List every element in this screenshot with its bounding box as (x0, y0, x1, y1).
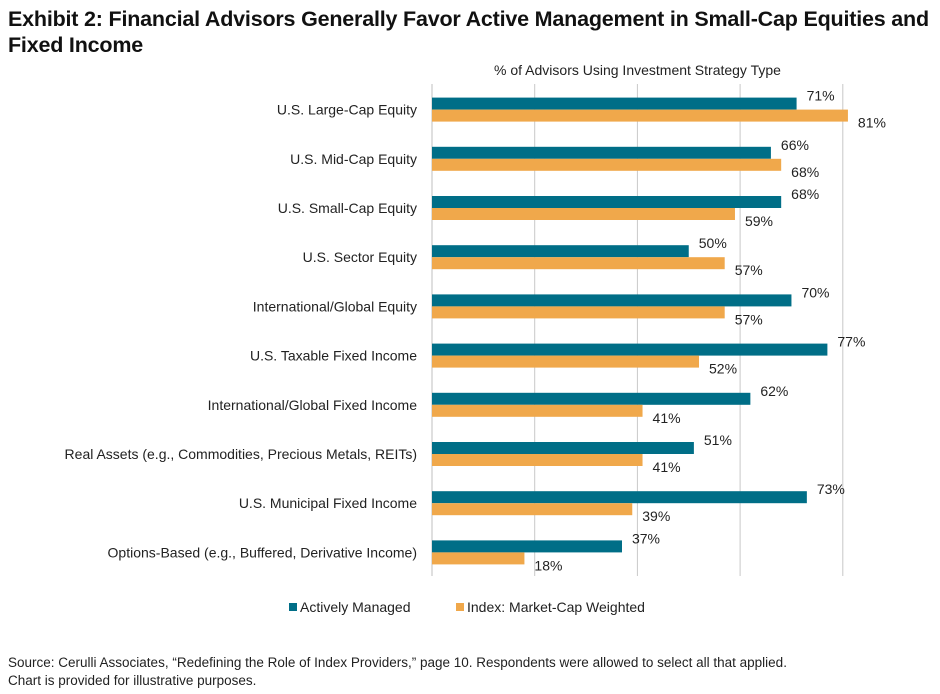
category-label: U.S. Sector Equity (303, 249, 417, 265)
data-label: 68% (791, 164, 819, 180)
data-label: 57% (735, 311, 763, 327)
data-label: 71% (807, 88, 835, 104)
bar-index-market-cap (432, 503, 633, 516)
data-label: 81% (858, 115, 886, 131)
data-label: 73% (817, 481, 845, 497)
bar-actively-managed (432, 343, 828, 356)
category-label: U.S. Municipal Fixed Income (239, 495, 417, 511)
bar-index-market-cap (432, 158, 782, 171)
bar-actively-managed (432, 392, 751, 405)
data-label: 59% (745, 213, 773, 229)
data-label: 77% (837, 334, 865, 350)
data-label: 39% (642, 508, 670, 524)
bar-actively-managed (432, 294, 792, 307)
bar-index-market-cap (432, 257, 725, 270)
bar-index-market-cap (432, 208, 735, 220)
data-label: 50% (699, 235, 727, 251)
category-label: U.S. Large-Cap Equity (277, 102, 417, 118)
category-label: International/Global Equity (253, 298, 417, 314)
source-note: Source: Cerulli Associates, “Redefining … (8, 654, 787, 690)
source-line-1: Source: Cerulli Associates, “Redefining … (8, 655, 787, 670)
data-label: 70% (801, 284, 829, 300)
bar-index-market-cap (432, 454, 643, 466)
category-label: U.S. Mid-Cap Equity (290, 151, 417, 167)
bar-actively-managed (432, 97, 797, 110)
legend-swatch-actively-managed (289, 603, 297, 611)
data-label: 62% (760, 383, 788, 399)
data-label: 68% (791, 186, 819, 202)
legend-label: Actively Managed (300, 599, 411, 615)
legend-swatch-index (456, 603, 464, 611)
data-label: 41% (653, 459, 681, 475)
chart-subtitle: % of Advisors Using Investment Strategy … (494, 62, 781, 78)
data-label: 51% (704, 432, 732, 448)
category-label: U.S. Taxable Fixed Income (250, 348, 417, 364)
data-label: 41% (653, 410, 681, 426)
bar-index-market-cap (432, 552, 525, 565)
bar-actively-managed (432, 442, 694, 454)
category-label: U.S. Small-Cap Equity (278, 200, 417, 216)
data-label: 57% (735, 262, 763, 278)
bar-index-market-cap (432, 109, 848, 122)
category-label: Options-Based (e.g., Buffered, Derivativ… (108, 544, 417, 560)
bar-actively-managed (432, 491, 807, 504)
bar-index-market-cap (432, 355, 700, 368)
legend-label: Index: Market-Cap Weighted (467, 599, 645, 615)
category-label: Real Assets (e.g., Commodities, Precious… (65, 446, 417, 462)
data-label: 66% (781, 137, 809, 153)
bar-actively-managed (432, 196, 782, 208)
bar-actively-managed (432, 540, 622, 553)
data-label: 37% (632, 530, 660, 546)
category-label: International/Global Fixed Income (208, 397, 418, 413)
source-line-2: Chart is provided for illustrative purpo… (8, 673, 257, 688)
data-label: 52% (709, 361, 737, 377)
chart-title: Exhibit 2: Financial Advisors Generally … (8, 7, 929, 57)
bar-index-market-cap (432, 404, 643, 417)
bar-index-market-cap (432, 306, 725, 319)
bar-actively-managed (432, 146, 771, 159)
data-label: 18% (534, 557, 562, 573)
bar-actively-managed (432, 245, 689, 258)
